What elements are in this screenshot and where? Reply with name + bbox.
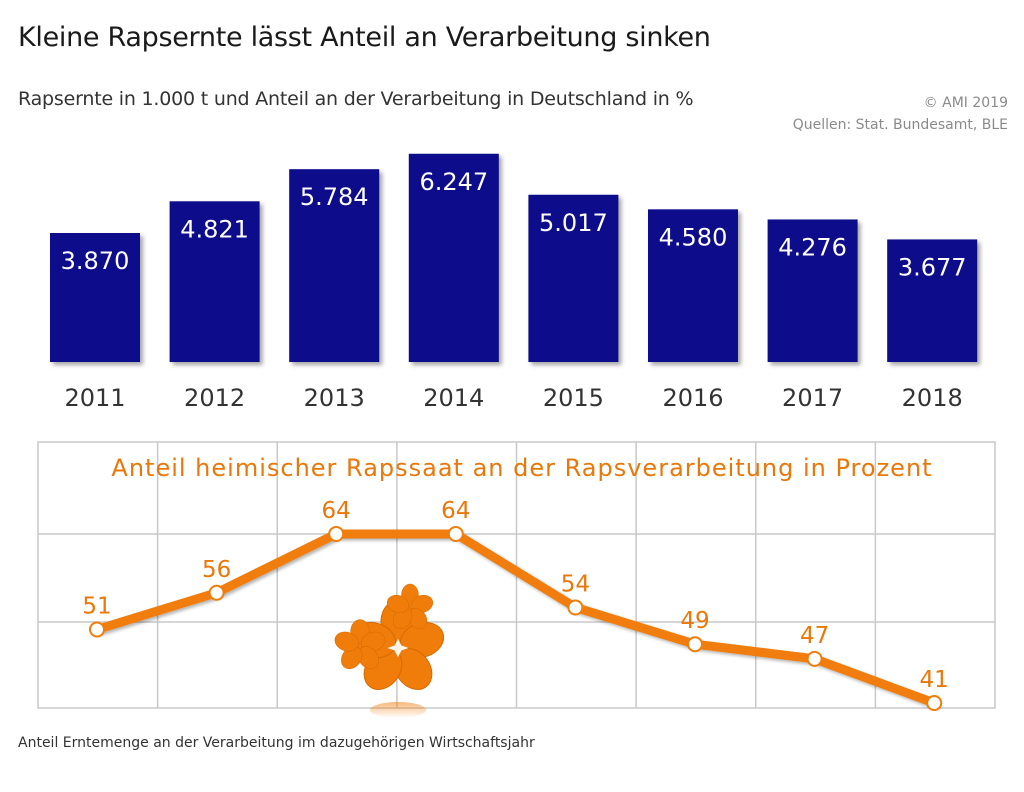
line-value-label: 56	[202, 557, 231, 583]
line-chart-title: Anteil heimischer Rapssaat an der Rapsve…	[111, 454, 932, 482]
line-point-2013	[328, 525, 345, 542]
bar-2016	[648, 209, 738, 362]
bar-category-label: 2014	[423, 384, 484, 412]
line-value-label: 47	[800, 623, 829, 649]
bar-category-label: 2013	[304, 384, 365, 412]
bar-category-label: 2018	[902, 384, 963, 412]
bar-2014	[408, 153, 499, 362]
bar-category-label: 2012	[184, 384, 245, 412]
bar-2017	[767, 219, 858, 362]
line-value-label: 49	[680, 608, 709, 634]
bar-chart: 3.870 2011 4.821 2012 5.784 2013 6.247 2014 5.01…	[50, 153, 978, 412]
line-chart: Anteil heimischer Rapssaat an der Rapsve…	[37, 441, 996, 718]
line-point-2011	[89, 621, 105, 638]
bar-value-label: 4.821	[180, 215, 249, 243]
bar-category-label: 2015	[543, 384, 604, 412]
bar-2012	[169, 201, 260, 362]
line-point-2014	[447, 525, 464, 542]
bar-value-label: 3.870	[61, 247, 130, 275]
line-value-label: 64	[441, 498, 470, 524]
bar-category-label: 2017	[782, 384, 843, 412]
bar-value-label: 5.017	[539, 209, 608, 237]
sources-note: Quellen: Stat. Bundesamt, BLE	[792, 117, 1008, 133]
bar-chart-subtitle: Rapsernte in 1.000 t und Anteil an der V…	[18, 88, 694, 110]
line-point-2012	[208, 584, 225, 601]
bar-category-label: 2011	[64, 384, 125, 412]
line-value-label: 41	[920, 667, 949, 693]
page-title: Kleine Rapsernte lässt Anteil an Verarbe…	[18, 22, 711, 53]
bar-2015	[528, 194, 619, 362]
bar-category-label: 2016	[662, 384, 723, 412]
line-point-2017	[806, 650, 823, 667]
bar-value-label: 6.247	[419, 168, 488, 196]
bar-value-label: 4.580	[659, 223, 728, 251]
bar-value-label: 4.276	[778, 233, 847, 261]
line-value-label: 54	[561, 571, 590, 597]
copyright-note: © AMI 2019	[923, 95, 1008, 111]
footnote: Anteil Erntemenge an der Verarbeitung im…	[18, 735, 535, 751]
line-value-label: 51	[82, 594, 111, 620]
bar-2018	[887, 239, 978, 362]
line-point-2018	[926, 695, 943, 711]
line-point-2015	[567, 599, 584, 616]
bar-value-label: 5.784	[300, 183, 369, 211]
flower-icon	[334, 583, 445, 718]
bar-value-label: 3.677	[898, 253, 967, 281]
line-series	[92, 529, 939, 708]
line-value-label: 64	[322, 498, 351, 524]
bar-2013	[289, 169, 380, 362]
bar-2011	[50, 233, 140, 362]
line-point-2016	[687, 636, 703, 653]
